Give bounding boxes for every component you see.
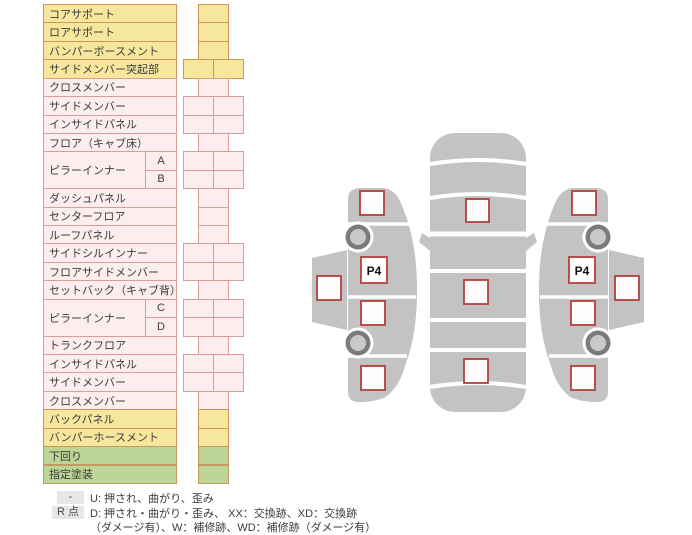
point-top-middle[interactable]	[463, 279, 489, 305]
legend-text-r-line2: （ダメージ有）、W：補修跡、WD：補修跡（ダメージ有）	[90, 522, 377, 534]
part-row-label: サイドメンバー	[43, 96, 177, 116]
part-row-label: ルーフパネル	[43, 225, 177, 245]
part-row-label: サイドメンバー	[43, 372, 177, 392]
part-row-label: セットバック（キャブ背）	[43, 280, 181, 300]
left-p4-label: P4	[367, 264, 382, 278]
part-check-cell[interactable]	[198, 446, 229, 466]
part-row-label: クロスメンバー	[43, 390, 177, 411]
part-row-label: バックパネル	[43, 409, 177, 429]
part-check-cell[interactable]	[213, 151, 244, 171]
legend-badge-u: -	[57, 491, 84, 504]
part-row-label: バンパーボースメント	[43, 40, 177, 61]
part-sub-label: C	[145, 298, 177, 319]
car-left-side-view	[312, 188, 418, 403]
parts-table: コアサポート ロアサポート バンパーボースメント サイドメンバー突起部 クロスメンバーサ…	[43, 4, 245, 486]
part-row-label: ダッシュパネル	[43, 188, 177, 208]
left-front-wheel-icon	[342, 221, 374, 253]
part-check-cell[interactable]	[183, 96, 214, 116]
right-rear-wheel-icon	[582, 327, 614, 359]
right-p4-label: P4	[575, 264, 590, 278]
part-check-cell[interactable]	[198, 22, 229, 42]
part-check-cell[interactable]	[198, 409, 229, 429]
point-left-rear-door[interactable]	[360, 300, 386, 326]
point-left-front-fender[interactable]	[359, 190, 385, 216]
point-top-front[interactable]	[465, 198, 490, 223]
part-check-cell[interactable]	[213, 372, 244, 392]
point-right-rocker[interactable]	[614, 275, 640, 301]
point-right-rear-door[interactable]	[570, 300, 596, 326]
part-row-label: ピラーインナー	[43, 298, 146, 337]
part-check-cell[interactable]	[198, 280, 229, 300]
part-check-cell[interactable]	[183, 59, 214, 79]
top-view-separators	[429, 158, 527, 389]
part-row-label: フロアサイドメンバー	[43, 261, 177, 282]
legend: - U: 押され、曲がり、歪み R 点 D: 押され・曲がり・歪み、 XX：交換…	[0, 488, 692, 535]
part-check-cell[interactable]	[198, 132, 229, 153]
part-check-cell[interactable]	[213, 317, 244, 337]
part-row-label: フロア（キャブ床）	[43, 132, 177, 153]
point-top-rear[interactable]	[463, 358, 489, 384]
part-row-label: サイドシルインナー	[43, 243, 177, 263]
right-mirror-shape	[526, 233, 537, 251]
legend-badge-r: R 点	[52, 506, 84, 519]
part-row-label: クロスメンバー	[43, 77, 177, 98]
part-check-cell[interactable]	[198, 427, 229, 448]
part-row-label: トランクフロア	[43, 335, 177, 355]
part-row-label: インサイドパネル	[43, 353, 177, 374]
part-sub-label: B	[145, 169, 177, 190]
point-right-front-fender[interactable]	[571, 190, 597, 216]
part-check-cell[interactable]	[183, 169, 214, 190]
part-check-cell[interactable]	[183, 243, 214, 263]
part-check-cell[interactable]	[213, 353, 244, 374]
part-check-cell[interactable]	[213, 261, 244, 282]
part-row-label: バンパーホースメント	[43, 427, 177, 448]
part-check-cell[interactable]	[183, 261, 214, 282]
car-diagram: P4 P4	[312, 133, 644, 412]
part-check-cell[interactable]	[213, 59, 244, 79]
point-left-rear-fender[interactable]	[360, 365, 386, 391]
part-row-label: コアサポート	[43, 4, 177, 24]
part-check-cell[interactable]	[198, 4, 229, 24]
part-sub-label: A	[145, 151, 177, 171]
part-check-cell[interactable]	[183, 298, 214, 319]
part-check-cell[interactable]	[213, 114, 244, 134]
part-check-cell[interactable]	[198, 390, 229, 411]
part-check-cell[interactable]	[183, 372, 214, 392]
left-mirror-shape	[419, 233, 430, 251]
legend-text-u: U: 押され、曲がり、歪み	[90, 493, 214, 505]
part-check-cell[interactable]	[213, 298, 244, 319]
legend-text-r-line1: D: 押され・曲がり・歪み、 XX：交換跡、XD：交換跡	[90, 508, 358, 520]
left-rear-wheel-icon	[342, 327, 374, 359]
part-check-cell[interactable]	[213, 169, 244, 190]
part-row-label: サイドメンバー突起部	[43, 59, 177, 79]
part-row-label: 指定塗装	[43, 464, 177, 484]
part-sub-label: D	[145, 317, 177, 337]
part-check-cell[interactable]	[198, 77, 229, 98]
part-check-cell[interactable]	[183, 151, 214, 171]
part-check-cell[interactable]	[183, 114, 214, 134]
point-right-rear-fender[interactable]	[570, 365, 596, 391]
part-check-cell[interactable]	[198, 225, 229, 245]
part-check-cell[interactable]	[198, 335, 229, 355]
part-check-cell[interactable]	[198, 188, 229, 208]
part-row-label: センターフロア	[43, 206, 177, 227]
car-top-view	[419, 133, 537, 412]
part-row-label: 下回り	[43, 446, 177, 466]
part-check-cell[interactable]	[198, 464, 229, 484]
part-check-cell[interactable]	[183, 317, 214, 337]
part-row-label: ロアサポート	[43, 22, 177, 42]
point-left-rocker[interactable]	[316, 275, 342, 301]
part-check-cell[interactable]	[198, 40, 229, 61]
point-left-front-door-p4[interactable]	[360, 256, 388, 284]
right-front-wheel-icon	[582, 221, 614, 253]
part-check-cell[interactable]	[213, 243, 244, 263]
part-check-cell[interactable]	[183, 353, 214, 374]
part-row-label: ピラーインナー	[43, 151, 146, 190]
part-row-label: インサイドパネル	[43, 114, 177, 134]
point-right-front-door-p4[interactable]	[568, 256, 596, 284]
part-check-cell[interactable]	[213, 96, 244, 116]
part-check-cell[interactable]	[198, 206, 229, 227]
